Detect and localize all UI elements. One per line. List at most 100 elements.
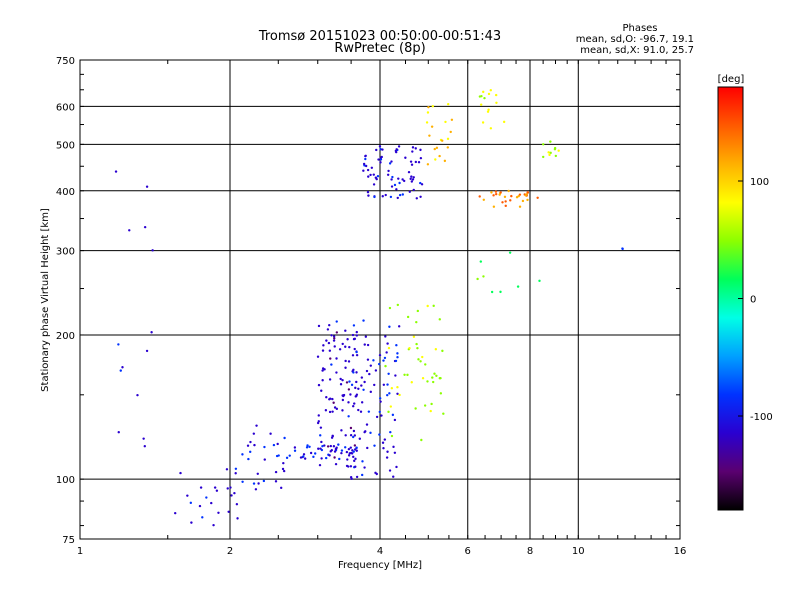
data-point <box>381 195 384 198</box>
data-point <box>347 415 350 418</box>
data-point <box>389 195 393 199</box>
data-point <box>353 459 356 463</box>
data-point <box>487 92 491 96</box>
data-point <box>426 163 430 166</box>
data-point <box>401 193 405 196</box>
data-point <box>398 193 402 197</box>
data-point <box>321 367 325 370</box>
data-point <box>363 380 366 384</box>
data-point <box>390 387 394 390</box>
data-point <box>348 380 351 383</box>
x-tick-label: 6 <box>465 546 471 557</box>
data-point <box>478 195 481 198</box>
data-point <box>136 393 139 397</box>
data-point <box>332 339 336 342</box>
data-point <box>355 393 359 396</box>
data-point <box>303 457 307 460</box>
data-point <box>121 366 124 369</box>
data-point <box>369 390 373 394</box>
data-point <box>536 196 539 199</box>
data-point <box>354 465 357 468</box>
data-point <box>325 339 328 342</box>
data-point <box>411 150 414 153</box>
data-point <box>387 410 390 414</box>
data-point <box>443 159 447 163</box>
data-point <box>412 176 415 179</box>
data-point <box>365 369 369 373</box>
data-point <box>326 445 330 448</box>
data-point <box>429 409 432 413</box>
data-point <box>354 386 357 390</box>
data-point <box>349 393 352 396</box>
data-point <box>386 173 390 177</box>
data-point <box>340 429 343 432</box>
data-point <box>354 457 357 461</box>
data-point <box>490 191 493 194</box>
data-point <box>408 346 411 350</box>
data-point <box>334 462 338 466</box>
data-point <box>358 437 362 440</box>
colorbar-tick-label: 0 <box>750 295 756 306</box>
data-point <box>142 437 145 440</box>
data-point <box>526 191 529 194</box>
data-point <box>404 156 407 159</box>
data-point <box>319 434 322 437</box>
data-point <box>229 486 232 489</box>
data-point <box>401 178 404 181</box>
data-point <box>318 463 322 467</box>
data-point <box>395 343 398 347</box>
data-point <box>388 162 392 165</box>
data-point <box>388 392 391 395</box>
data-point <box>382 359 385 362</box>
data-point <box>272 443 276 447</box>
data-point <box>364 335 368 338</box>
data-point <box>367 410 371 413</box>
data-point <box>387 346 391 350</box>
x-tick-label: 10 <box>572 546 585 557</box>
data-point <box>247 457 250 461</box>
data-point <box>381 441 385 444</box>
data-point <box>321 379 324 382</box>
data-point <box>416 309 420 313</box>
data-point <box>325 396 328 399</box>
data-point <box>262 479 266 483</box>
data-point <box>409 160 413 163</box>
data-point <box>338 348 342 351</box>
data-point <box>441 139 444 142</box>
data-point <box>332 335 336 338</box>
chart-subtitle: RwPretec (8p) <box>334 41 425 56</box>
data-point <box>317 324 321 328</box>
data-point <box>446 146 449 149</box>
data-point <box>415 342 418 346</box>
data-point <box>421 355 424 359</box>
data-point <box>368 372 371 376</box>
data-point <box>393 183 397 187</box>
data-point <box>384 364 387 368</box>
data-point <box>201 516 204 519</box>
data-point <box>246 444 250 447</box>
data-point <box>341 398 345 402</box>
data-point <box>388 306 392 310</box>
data-point <box>117 430 120 434</box>
data-point <box>372 359 375 362</box>
data-point <box>417 358 420 361</box>
data-point <box>369 364 372 367</box>
data-point <box>390 178 393 181</box>
x-axis-label: Frequency [MHz] <box>338 560 422 571</box>
data-point <box>330 334 333 337</box>
y-tick-label: 200 <box>56 331 75 342</box>
data-point <box>386 450 389 453</box>
data-point <box>320 457 323 460</box>
data-point <box>431 376 434 379</box>
data-point <box>335 371 338 374</box>
data-point <box>341 409 344 412</box>
data-point <box>330 436 334 439</box>
data-point <box>430 125 434 128</box>
data-point <box>347 360 351 363</box>
y-tick-label: 500 <box>56 140 75 151</box>
data-point <box>379 158 383 161</box>
data-point <box>339 377 342 381</box>
data-point <box>340 451 343 455</box>
data-point <box>396 392 399 395</box>
data-point <box>489 88 492 92</box>
